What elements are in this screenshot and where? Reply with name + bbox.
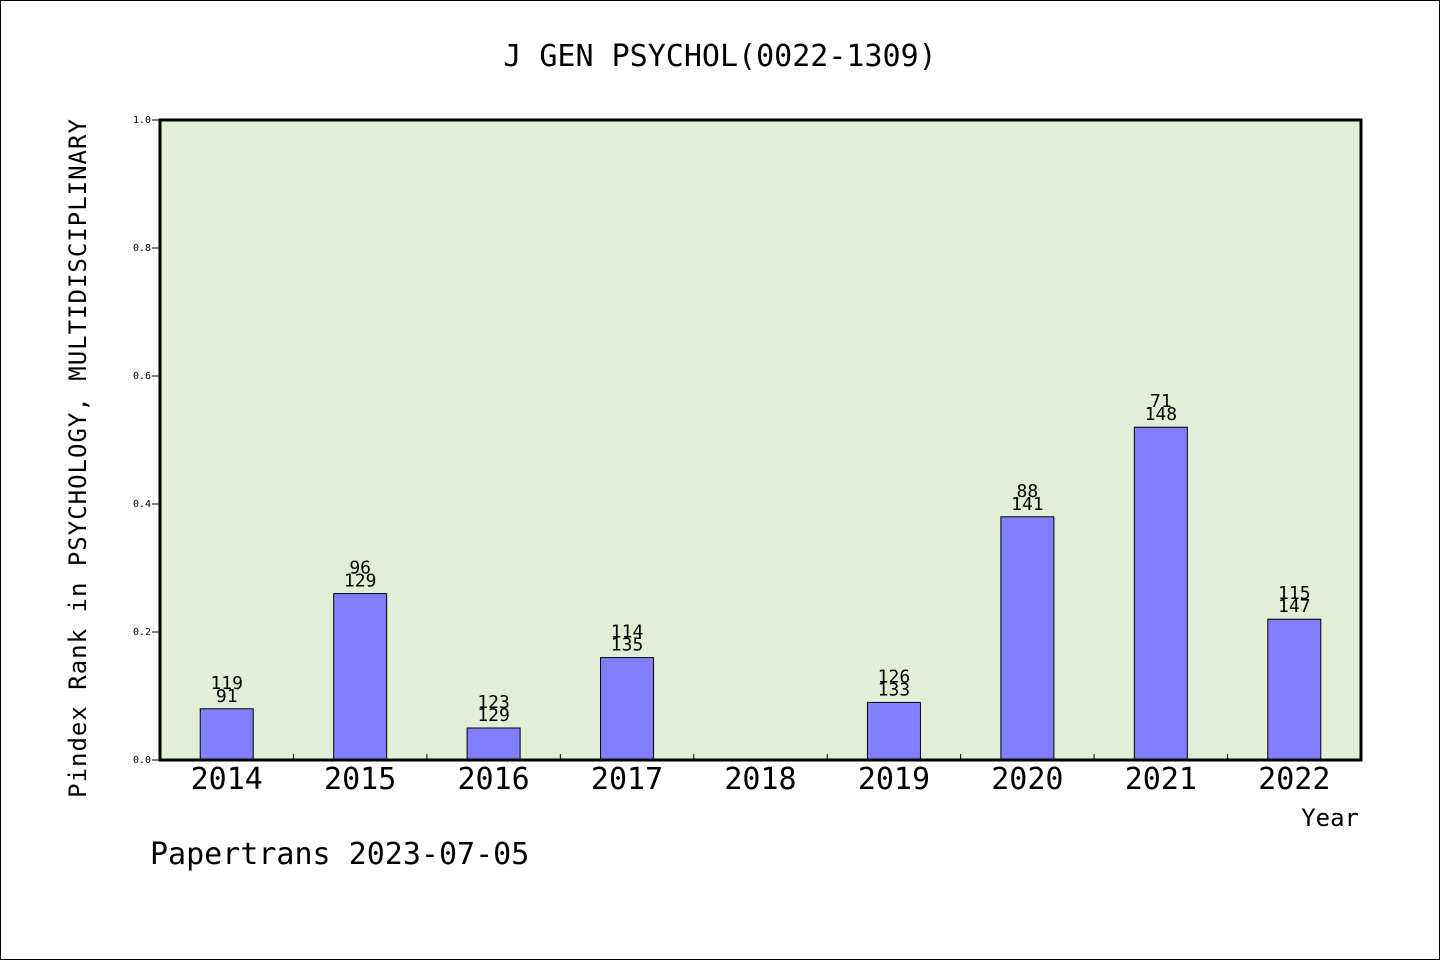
bars-group (199, 426, 1322, 761)
bar-2015 (333, 593, 388, 761)
bar-total-label: 141 (1011, 494, 1044, 515)
bar-total-label: 148 (1145, 404, 1178, 425)
bar-total-label: 91 (216, 686, 238, 707)
chart-title: J GEN PSYCHOL(0022-1309) (503, 39, 936, 74)
x-tick-label: 2020 (991, 762, 1063, 797)
y-tick-label: 0.0 (133, 755, 151, 766)
y-tick-label: 0.4 (133, 499, 151, 510)
y-tick-label: 0.6 (133, 371, 151, 382)
bar-total-label: 129 (344, 571, 377, 592)
x-tick-label: 2022 (1258, 762, 1330, 797)
bar-2016 (466, 727, 521, 761)
y-tick-label: 0.2 (133, 627, 151, 638)
y-axis-ticks: 0.0 0.2 0.4 0.6 0.8 1.0 (133, 115, 160, 766)
footer-text: Papertrans 2023-07-05 (150, 837, 529, 872)
bar-rank-label: 114 (611, 622, 644, 643)
y-tick-label: 1.0 (133, 115, 151, 126)
bar-total-label: 135 (611, 635, 644, 656)
bar-rank-label: 88 (1017, 481, 1039, 502)
bar-2020 (1000, 516, 1055, 761)
y-tick-label: 0.8 (133, 243, 151, 254)
bar-total-label: 129 (477, 705, 510, 726)
bar-rank-label: 71 (1150, 391, 1172, 412)
bar-rank-label: 119 (210, 673, 243, 694)
x-tick-label: 2016 (457, 762, 529, 797)
bar-2017 (600, 657, 655, 761)
bar-rank-label: 96 (349, 558, 371, 579)
x-axis-label: Year (1301, 804, 1359, 832)
bar-2014 (199, 708, 254, 761)
bar-rank-label: 126 (878, 666, 911, 687)
x-tick-label: 2021 (1125, 762, 1197, 797)
y-axis-label: Pindex Rank in PSYCHOLOGY, MULTIDISCIPLI… (64, 118, 92, 798)
bar-rank-label: 115 (1278, 583, 1311, 604)
x-tick-label: 2014 (191, 762, 263, 797)
bar-2021 (1133, 426, 1188, 761)
bar-2022 (1267, 618, 1322, 761)
bar-labels-group: 1199196129123129114135126133881417114811… (210, 391, 1310, 726)
bar-total-label: 133 (878, 679, 911, 700)
bar-rank-label: 123 (477, 692, 510, 713)
plot-border (158, 118, 1363, 762)
x-tick-label: 2018 (724, 762, 796, 797)
x-tick-label: 2019 (858, 762, 930, 797)
x-tick-label: 2015 (324, 762, 396, 797)
x-tick-label: 2017 (591, 762, 663, 797)
bar-2019 (866, 701, 921, 761)
x-axis-ticks: 2014 2015 2016 2017 2018 2019 2020 2021 2022 (191, 754, 1330, 797)
bar-total-label: 147 (1278, 596, 1311, 617)
